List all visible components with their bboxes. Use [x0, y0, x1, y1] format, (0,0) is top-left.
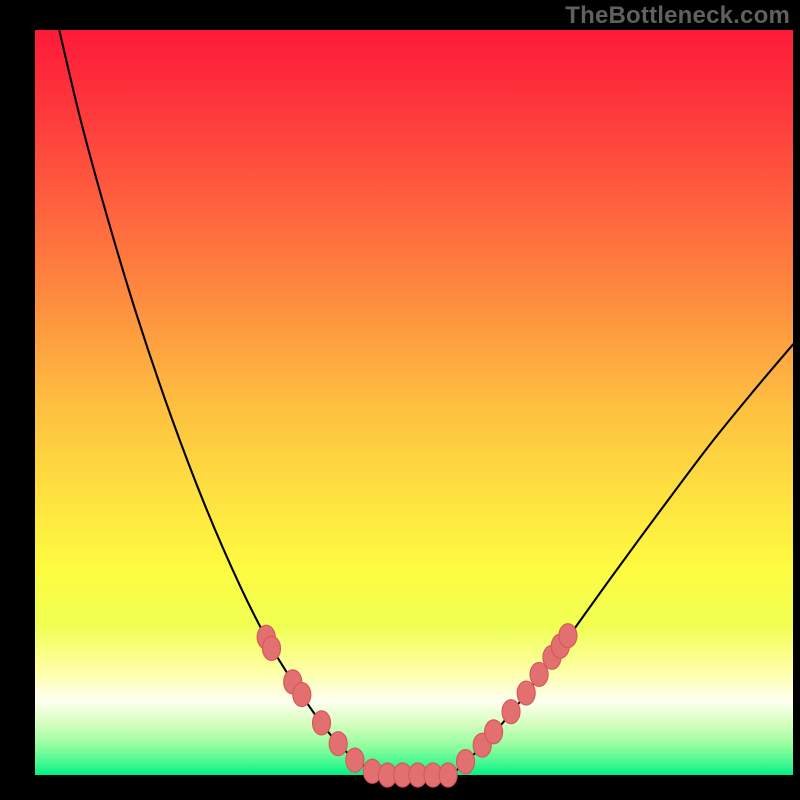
- chart-svg: [0, 0, 800, 800]
- curve-marker: [439, 763, 457, 787]
- curve-marker: [457, 750, 475, 774]
- curve-marker: [502, 700, 520, 724]
- curve-marker: [517, 681, 535, 705]
- curve-marker: [293, 683, 311, 707]
- curve-marker: [313, 711, 331, 735]
- plot-gradient-background: [35, 30, 793, 775]
- curve-marker: [485, 720, 503, 744]
- curve-marker: [559, 624, 577, 648]
- curve-marker: [262, 636, 280, 660]
- chart-container: TheBottleneck.com: [0, 0, 800, 800]
- watermark-text: TheBottleneck.com: [565, 2, 790, 30]
- curve-marker: [329, 732, 347, 756]
- curve-marker: [346, 748, 364, 772]
